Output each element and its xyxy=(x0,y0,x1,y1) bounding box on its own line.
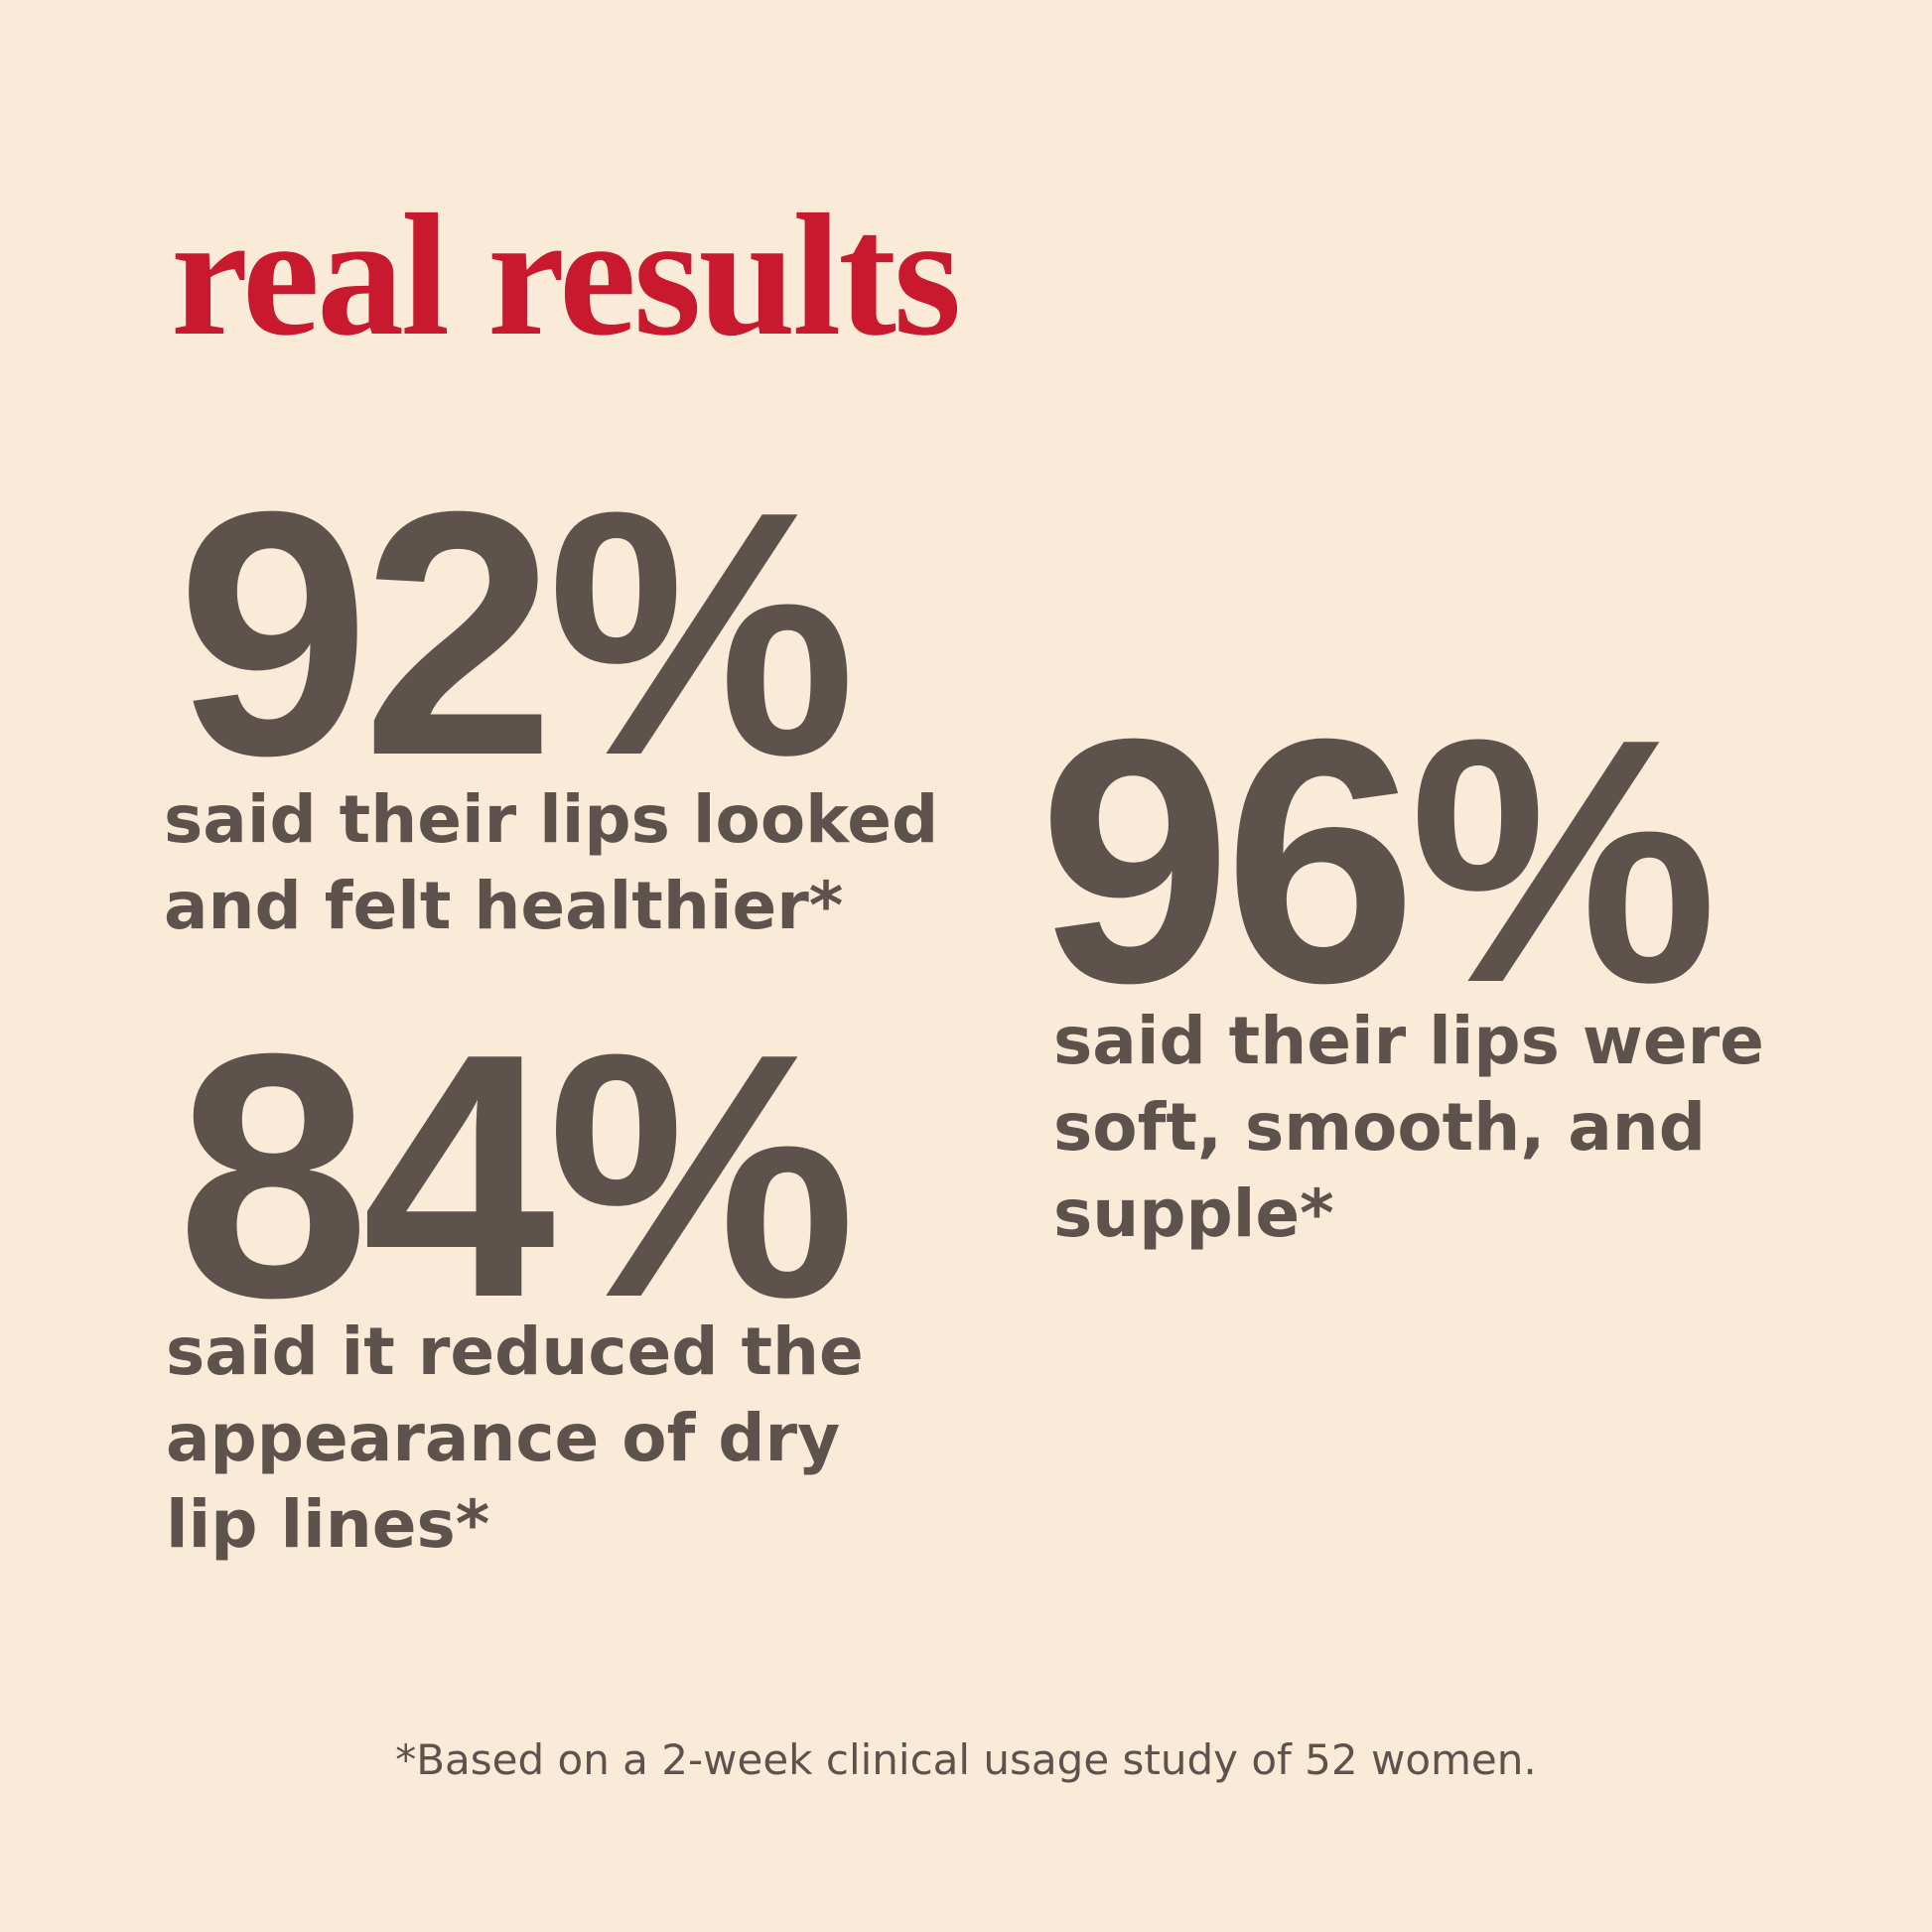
stat-value-92: 92% xyxy=(177,440,857,828)
page-title: real results xyxy=(171,179,961,372)
caption-line: supple* xyxy=(1053,1175,1334,1252)
stat-caption-92: said their lips looked and felt healthie… xyxy=(164,776,938,949)
footnote: *Based on a 2-week clinical usage study … xyxy=(395,1735,1537,1784)
caption-line: said their lips were xyxy=(1053,1003,1764,1079)
stat-value-84: 84% xyxy=(177,982,857,1370)
caption-line: said it reduced the xyxy=(166,1313,864,1390)
stat-caption-84: said it reduced the appearance of dry li… xyxy=(166,1309,864,1568)
caption-line: appearance of dry xyxy=(166,1400,841,1476)
caption-line: soft, smooth, and xyxy=(1053,1089,1707,1166)
stat-caption-96: said their lips were soft, smooth, and s… xyxy=(1053,998,1764,1257)
caption-line: lip lines* xyxy=(166,1486,490,1563)
stat-value-96: 96% xyxy=(1038,667,1719,1055)
caption-line: and felt healthier* xyxy=(164,868,844,944)
caption-line: said their lips looked xyxy=(164,781,939,858)
